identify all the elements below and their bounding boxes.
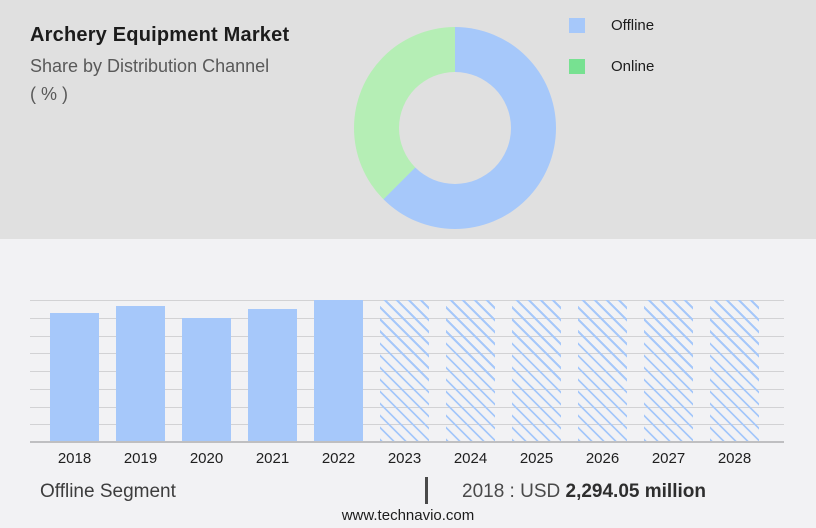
value-line: 2018 : USD 2,294.05 million	[462, 481, 706, 503]
x-tick-label: 2018	[57, 450, 92, 467]
segment-label: Offline Segment	[40, 481, 176, 502]
legend-swatch	[569, 59, 585, 74]
x-tick-label: 2022	[321, 450, 356, 467]
bar-forecast-hatched	[578, 300, 627, 441]
bar-solid	[116, 306, 165, 441]
donut-hole	[399, 72, 511, 184]
x-tick-label: 2025	[519, 450, 554, 467]
x-axis-line	[30, 441, 784, 443]
bar-forecast-hatched	[710, 300, 759, 441]
bar-forecast-hatched	[644, 300, 693, 441]
bar-solid	[314, 300, 363, 441]
x-tick-label: 2023	[387, 450, 422, 467]
x-tick-label: 2020	[189, 450, 224, 467]
legend-item: Offline	[569, 17, 654, 34]
x-tick-label: 2026	[585, 450, 620, 467]
x-tick-label: 2019	[123, 450, 158, 467]
legend-label: Online	[611, 58, 655, 75]
legend-swatch	[569, 18, 585, 33]
bar-forecast-hatched	[380, 300, 429, 441]
header-section: Archery Equipment Market Share by Distri…	[0, 0, 816, 239]
chart-legend: Offline Online	[569, 17, 654, 75]
x-tick-label: 2027	[651, 450, 686, 467]
value-prefix: 2018 : USD	[462, 481, 566, 502]
unit-label: ( % )	[30, 84, 68, 104]
legend-item: Online	[569, 58, 654, 75]
bar-forecast-hatched	[446, 300, 495, 441]
website-text: www.technavio.com	[341, 507, 475, 524]
footer-separator	[425, 477, 428, 504]
bar-chart: 2018 2019 2020 2021 2022 2023 2024 2025 2026 2027…	[30, 300, 784, 467]
x-tick-label: 2021	[255, 450, 290, 467]
value-bold: 2,294.05 million	[565, 481, 706, 502]
x-tick-label: 2028	[717, 450, 752, 467]
page-subtitle: Share by Distribution Channel	[30, 56, 270, 76]
x-tick-label: 2024	[453, 450, 488, 467]
title-block: Archery Equipment Market Share by Distri…	[30, 24, 289, 105]
donut-chart	[354, 27, 556, 229]
bar-solid	[182, 318, 231, 441]
legend-label: Offline	[611, 17, 655, 34]
bar-solid	[248, 309, 297, 441]
page-title: Archery Equipment Market	[30, 24, 290, 46]
bar-solid	[50, 313, 99, 441]
bar-forecast-hatched	[512, 300, 561, 441]
